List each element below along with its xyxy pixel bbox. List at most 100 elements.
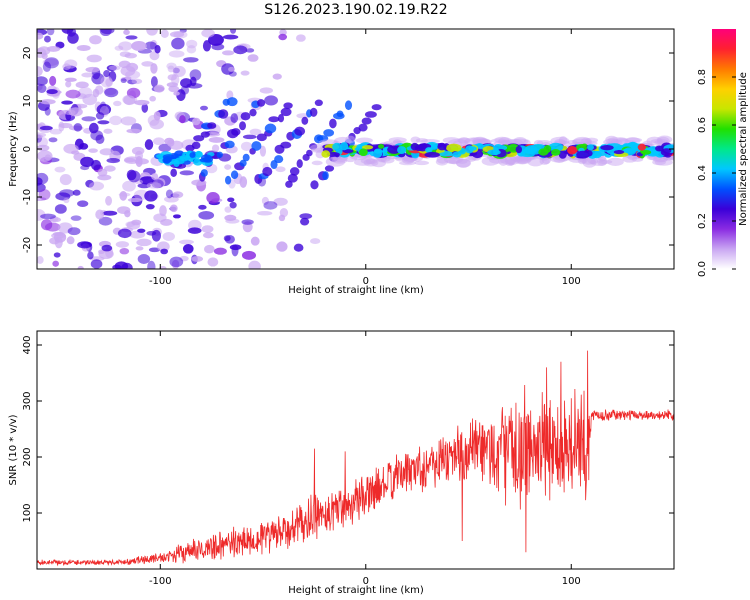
spectral-blob bbox=[42, 58, 59, 66]
spectral-blob bbox=[144, 190, 158, 202]
spectral-blob bbox=[171, 37, 185, 50]
spectral-blob bbox=[160, 248, 169, 255]
spectral-blob bbox=[527, 147, 542, 155]
spectral-blob bbox=[257, 99, 266, 107]
spectral-blob bbox=[342, 149, 354, 154]
spectral-blob bbox=[631, 156, 644, 162]
spectral-blob bbox=[53, 231, 67, 243]
spectral-blob bbox=[250, 236, 260, 246]
spectral-blob bbox=[77, 265, 84, 269]
spectral-blob bbox=[278, 33, 288, 41]
spectrogram-x-label: Height of straight line (km) bbox=[288, 285, 424, 296]
spectrogram-x-ticks: -100 0 100 bbox=[149, 29, 581, 287]
spectral-blob bbox=[226, 97, 238, 107]
spectral-blob bbox=[637, 143, 647, 151]
spectral-blob bbox=[280, 141, 292, 149]
spectral-blob bbox=[55, 192, 71, 201]
spectral-blob bbox=[179, 170, 194, 176]
spectral-blob bbox=[280, 107, 292, 117]
spectral-blob bbox=[147, 260, 156, 269]
spectral-blob bbox=[378, 144, 385, 149]
spectral-blob bbox=[289, 167, 300, 176]
spectral-blob bbox=[62, 63, 71, 70]
spectral-blob bbox=[262, 166, 273, 177]
spectral-blob bbox=[39, 125, 53, 131]
spectral-blob bbox=[361, 145, 374, 150]
spectral-blob bbox=[153, 137, 165, 146]
spectral-blob bbox=[44, 35, 51, 43]
spectral-blob bbox=[151, 229, 162, 242]
spectral-blob bbox=[198, 211, 215, 220]
spectral-blob bbox=[172, 214, 181, 219]
spectral-blob bbox=[278, 214, 286, 222]
x-tick-label: -100 bbox=[149, 276, 172, 287]
spectral-blob bbox=[37, 196, 47, 202]
spectral-blob bbox=[37, 132, 47, 138]
spectral-blob bbox=[198, 204, 207, 210]
spectral-blob bbox=[358, 123, 368, 132]
spectral-blob bbox=[44, 57, 59, 69]
spectral-blob bbox=[72, 189, 81, 196]
spectral-blob bbox=[548, 142, 564, 152]
spectral-blob bbox=[167, 139, 175, 147]
spectral-blob bbox=[70, 215, 82, 221]
spectral-blob bbox=[283, 102, 293, 109]
spectral-blob bbox=[150, 76, 158, 88]
spectrogram-y-ticks: -20 -10 0 10 20 bbox=[22, 47, 674, 253]
spectral-blob bbox=[492, 147, 500, 156]
spectral-blob bbox=[261, 196, 269, 205]
spectral-blob bbox=[332, 142, 342, 152]
spectral-blob bbox=[134, 99, 150, 106]
spectral-blob bbox=[63, 143, 79, 154]
spectral-blob bbox=[613, 150, 625, 155]
spectral-blob bbox=[323, 129, 335, 137]
x-tick-label: 0 bbox=[363, 276, 369, 287]
colorbar-label: Normalized spectral amplitude bbox=[738, 72, 749, 226]
spectral-blob bbox=[345, 135, 356, 144]
spectral-blob bbox=[37, 183, 46, 193]
spectral-blob bbox=[37, 76, 48, 86]
spectral-blob bbox=[108, 65, 121, 71]
spectral-blob bbox=[48, 137, 58, 143]
spectral-blob bbox=[49, 75, 57, 86]
spectral-blob bbox=[104, 165, 116, 172]
snr-x-ticks: -100 0 100 bbox=[149, 331, 581, 587]
spectral-blob bbox=[149, 119, 164, 130]
spectral-blob bbox=[144, 41, 157, 50]
spectral-blob bbox=[355, 137, 373, 144]
spectral-blob bbox=[208, 33, 224, 46]
colorbar-tick-label: 0.6 bbox=[697, 117, 708, 133]
x-tick-label: -100 bbox=[149, 576, 172, 587]
spectral-blob bbox=[442, 137, 461, 144]
spectral-blob bbox=[80, 156, 94, 168]
spectral-blob bbox=[127, 170, 141, 183]
spectral-blob bbox=[160, 218, 173, 226]
spectral-blob bbox=[438, 152, 455, 157]
spectral-blob bbox=[586, 141, 598, 146]
spectral-blob bbox=[371, 104, 382, 111]
spectral-blob bbox=[100, 29, 115, 35]
spectral-blob bbox=[37, 84, 47, 93]
spectral-blob bbox=[183, 57, 199, 63]
spectral-blob bbox=[165, 189, 174, 199]
y-tick-label: 0 bbox=[22, 146, 33, 152]
spectral-blob bbox=[306, 149, 313, 157]
spectral-blob bbox=[90, 130, 104, 141]
spectral-blob bbox=[179, 239, 194, 245]
spectral-blob bbox=[135, 246, 144, 251]
spectral-blob bbox=[149, 95, 156, 102]
spectral-blob bbox=[410, 136, 421, 144]
spectrogram-image bbox=[37, 29, 674, 269]
spectral-blob bbox=[89, 35, 102, 45]
figure-title: S126.2023.190.02.19.R22 bbox=[264, 2, 447, 18]
spectral-blob bbox=[85, 66, 100, 73]
spectral-blob bbox=[248, 260, 261, 269]
spectral-blob bbox=[277, 114, 285, 123]
spectral-blob bbox=[425, 147, 433, 153]
spectral-blob bbox=[180, 78, 193, 88]
spectral-blob bbox=[225, 175, 232, 185]
spectral-blob bbox=[213, 247, 227, 255]
spectral-blob bbox=[131, 41, 147, 51]
